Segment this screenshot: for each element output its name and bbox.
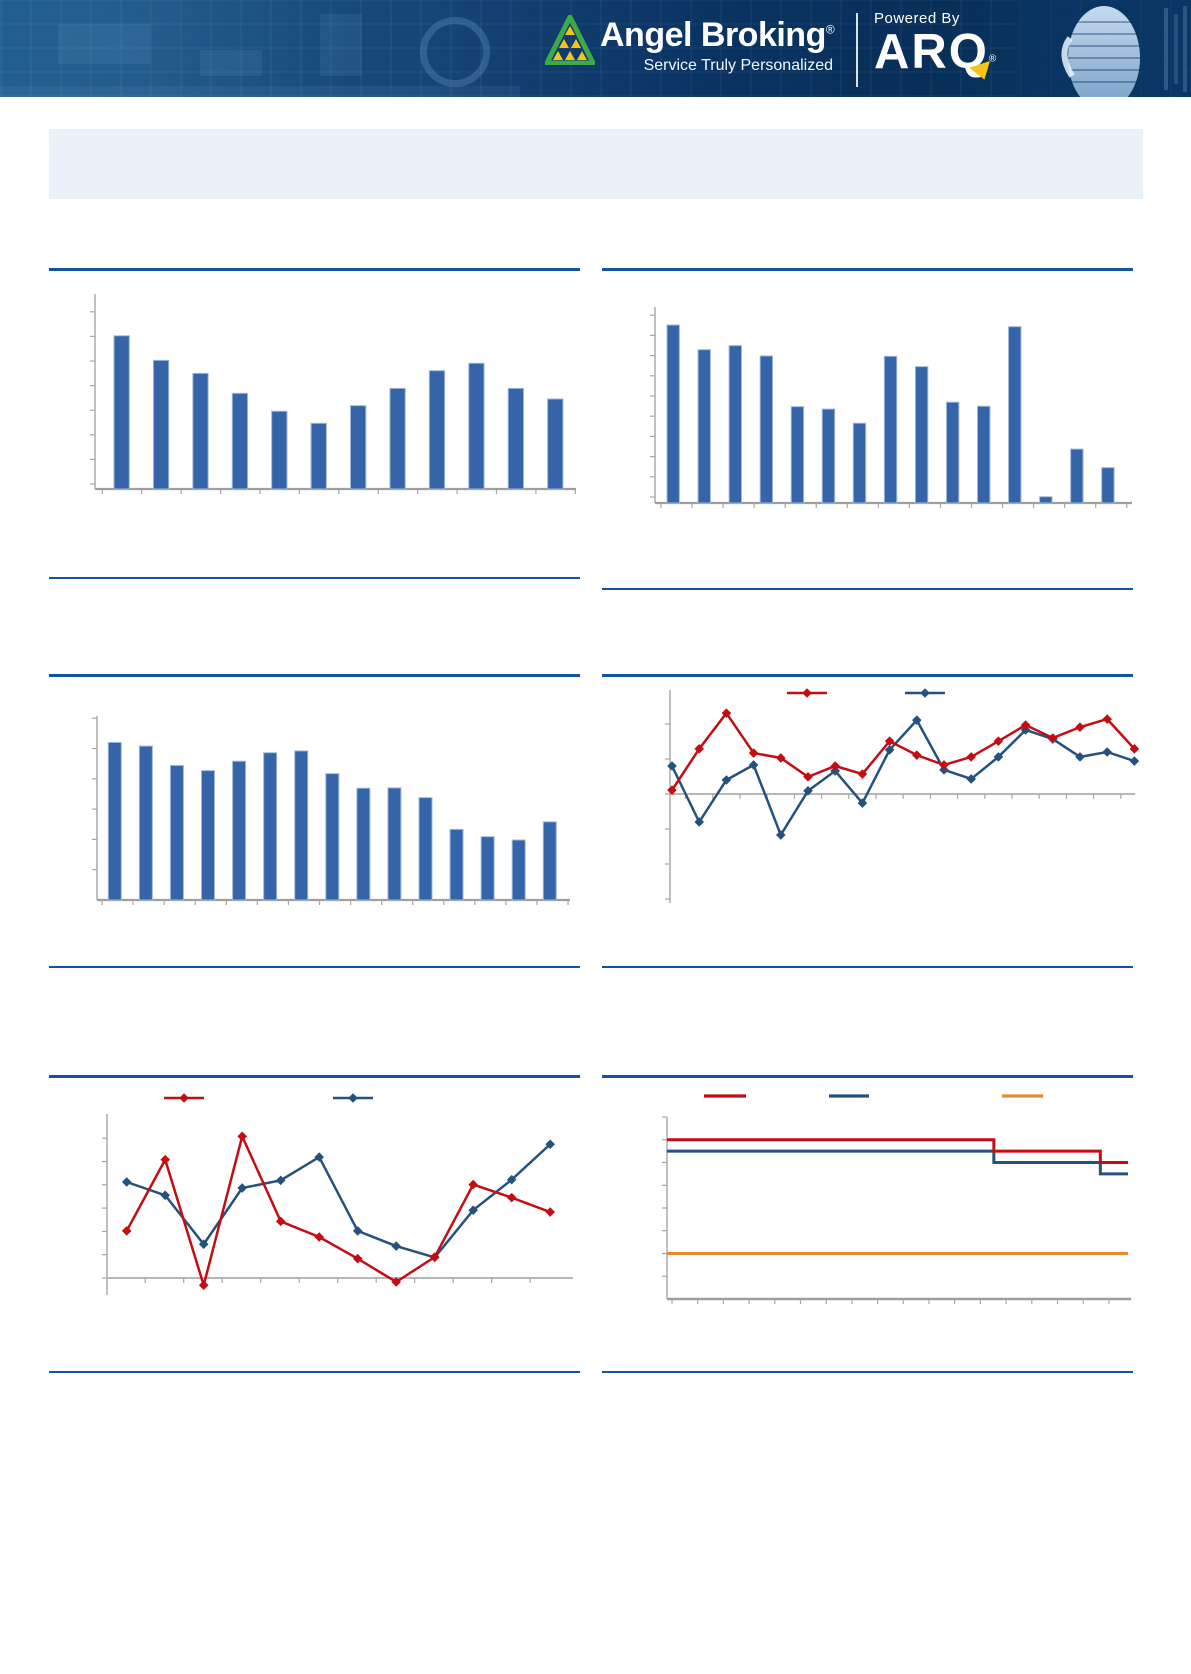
brand-name: Angel Broking®: [600, 16, 835, 54]
exhibit-5-title-rule: [49, 1075, 580, 1078]
arq-logo: ARQ®: [874, 25, 997, 84]
exhibit-3-title-rule: [49, 674, 580, 677]
chart-exhibit-2: [650, 307, 1132, 508]
exhibit-2-source-rule: [602, 588, 1133, 590]
decorative-strip: [0, 86, 520, 97]
powered-by-label: Powered By: [874, 10, 960, 27]
exhibit-4-source-rule: [602, 966, 1133, 968]
exhibit-5-source-rule: [49, 1371, 580, 1373]
header-divider: [856, 13, 858, 87]
decorative-chip: [58, 24, 150, 64]
brand-registered-mark: ®: [825, 22, 835, 37]
brand-name-text: Angel Broking: [600, 16, 826, 54]
chart-exhibit-3: [92, 716, 570, 905]
exhibit-4-title-rule: [602, 674, 1133, 677]
robot-head-graphic: [1016, 0, 1191, 97]
chart-exhibit-5: [102, 1093, 573, 1295]
decorative-ring-icon: [420, 17, 490, 87]
exhibit-1-source-rule: [49, 577, 580, 579]
powered-by-block: Powered By ARQ®: [874, 10, 997, 84]
brand-tagline: Service Truly Personalized: [643, 57, 833, 75]
arq-registered-mark: ®: [988, 53, 997, 65]
brand-block: Angel Broking® Service Truly Personalize…: [600, 16, 835, 75]
arq-wordmark: ARQ: [874, 25, 989, 79]
exhibit-1-title-rule: [49, 268, 580, 271]
header-circuit-pattern: [0, 0, 1191, 97]
chart-exhibit-1: [90, 294, 576, 494]
chart-exhibit-6: [662, 1094, 1131, 1304]
chart-exhibit-4: [665, 688, 1140, 903]
exhibit-3-source-rule: [49, 966, 580, 968]
angel-broking-logo-icon: [545, 15, 595, 65]
decorative-chip: [320, 14, 362, 76]
decorative-chip: [200, 50, 262, 76]
header-banner: Angel Broking® Service Truly Personalize…: [0, 0, 1191, 97]
exhibit-6-source-rule: [602, 1371, 1133, 1373]
report-title-box: [49, 129, 1143, 199]
exhibit-6-title-rule: [602, 1075, 1133, 1078]
exhibit-2-title-rule: [602, 268, 1133, 271]
